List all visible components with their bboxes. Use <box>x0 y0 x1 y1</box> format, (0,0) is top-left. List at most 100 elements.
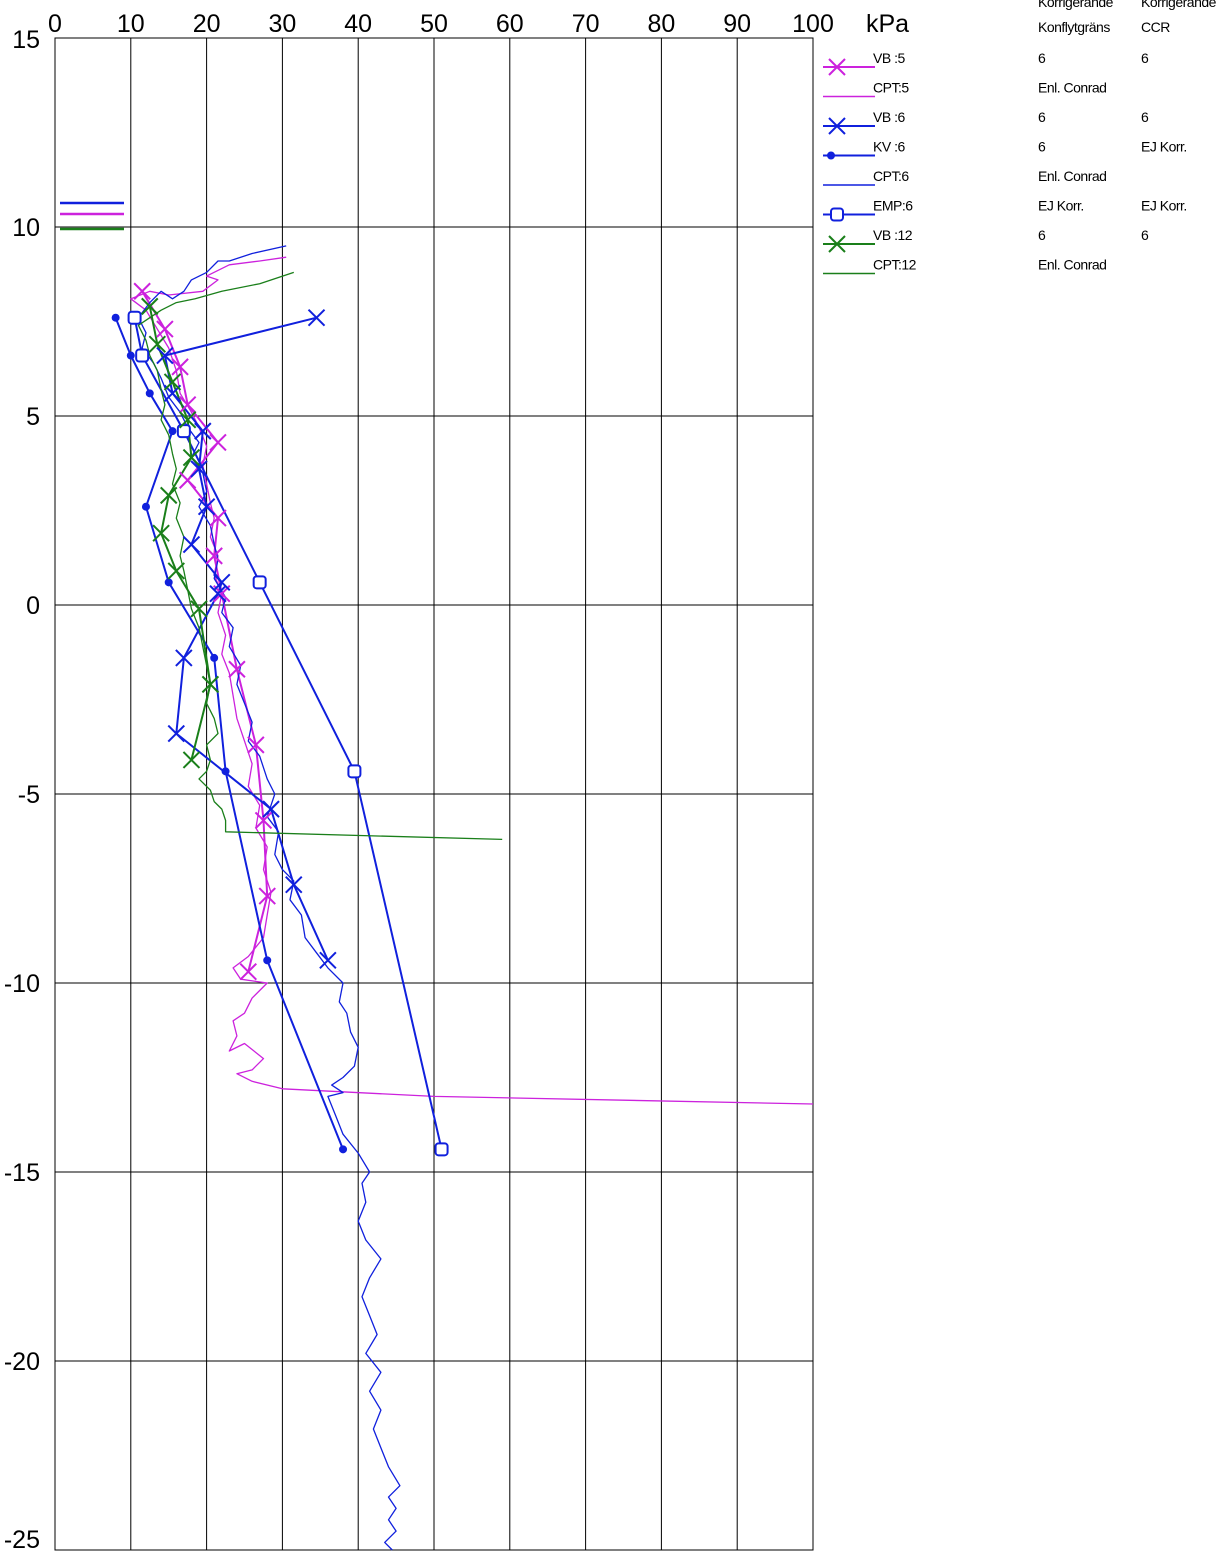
legend-header-col2-line1: Korrigerande <box>1141 0 1217 10</box>
series-point <box>307 309 326 327</box>
series-point <box>152 524 170 542</box>
series-point <box>190 460 208 478</box>
legend-series-name: VB :12 <box>873 227 913 243</box>
series-point <box>205 547 223 565</box>
legend-series-name: CPT:12 <box>873 257 917 273</box>
legend-entry: EMP:6 EJ Korr. EJ Korr. <box>823 198 1187 222</box>
legend-swatch-marker <box>828 235 846 253</box>
y-tick-label: 10 <box>12 214 40 242</box>
y-tick-label: 0 <box>26 592 40 620</box>
series-point <box>213 573 231 592</box>
series-point <box>194 422 212 440</box>
series-point <box>141 502 150 511</box>
legend-col2-value: 6 <box>1141 109 1149 125</box>
series-point <box>210 653 219 662</box>
series-point <box>254 811 273 830</box>
series-point <box>159 486 178 505</box>
series-point <box>163 373 182 391</box>
x-tick-label: 40 <box>344 10 372 38</box>
series-point <box>197 498 216 516</box>
series-point <box>133 282 151 300</box>
y-tick-label: -10 <box>4 970 40 998</box>
legend-series-name: VB :6 <box>873 109 905 125</box>
legend-entry: VB :5 6 6 <box>823 50 1150 76</box>
series-point <box>239 962 257 981</box>
series-point <box>319 951 337 970</box>
y-tick-label: -20 <box>4 1348 40 1376</box>
y-tick-label: 5 <box>26 403 40 431</box>
series-point <box>339 1145 348 1154</box>
series-point <box>176 424 191 439</box>
series-point <box>171 358 189 376</box>
series-point <box>164 578 173 587</box>
legend-col2-value: 6 <box>1141 227 1149 243</box>
legend-swatch-marker <box>827 151 835 160</box>
grid <box>54 37 814 1551</box>
x-tick-label: 30 <box>268 10 296 38</box>
series-point <box>156 346 174 365</box>
legend-entry: VB :6 6 6 <box>823 109 1150 135</box>
y-tick-label: -5 <box>18 781 40 809</box>
series-point <box>178 411 197 429</box>
markers-layer <box>111 282 449 1157</box>
series-point <box>209 584 227 603</box>
series-line-cpt5 <box>130 256 814 1105</box>
x-tick-label: 60 <box>496 10 524 38</box>
x-unit-label: kPa <box>866 10 909 38</box>
x-tick-label: 50 <box>420 10 448 38</box>
y-tick-label: -15 <box>4 1159 40 1187</box>
series-point <box>182 448 201 467</box>
legend-header-col1-line2: Konflytgräns <box>1038 19 1110 35</box>
x-tick-label: 90 <box>723 10 751 38</box>
legend-col1-value: Enl. Conrad <box>1038 257 1106 273</box>
x-tick-label: 80 <box>647 10 675 38</box>
series-point <box>182 535 201 554</box>
series-point <box>135 348 150 363</box>
series-point <box>175 649 193 667</box>
series-point <box>434 1142 449 1157</box>
series-point <box>190 600 208 618</box>
legend-series-name: CPT:5 <box>873 80 909 96</box>
legend: Korrigerande Konflytgräns Korrigerande C… <box>823 0 1217 275</box>
series-point <box>111 313 120 322</box>
series-point <box>167 724 185 743</box>
legend-series-name: EMP:6 <box>873 198 913 214</box>
legend-col1-value: 6 <box>1038 139 1046 155</box>
x-tick-label: 70 <box>572 10 600 38</box>
legend-col1-value: Enl. Conrad <box>1038 168 1106 184</box>
legend-series-name: KV :6 <box>873 139 905 155</box>
x-tick-label: 100 <box>792 10 834 38</box>
series-point <box>178 395 197 414</box>
series-point <box>145 389 154 398</box>
x-tick-label: 20 <box>193 10 221 38</box>
series-point <box>209 433 227 452</box>
legend-swatch-marker <box>828 58 846 76</box>
legend-series-name: CPT:6 <box>873 168 909 184</box>
axis-labels: kPa 0 10 20 30 40 50 60 70 80 90 100151050-5-10-15… <box>4 10 909 1554</box>
legend-entry: CPT:5 Enl. Conrad <box>823 80 1107 98</box>
legend-col2-value: EJ Korr. <box>1141 139 1187 155</box>
series-point <box>127 310 142 325</box>
legend-col1-value: 6 <box>1038 50 1046 66</box>
legend-header-col1-line1: Korrigerande <box>1038 0 1114 10</box>
side-swatches <box>60 201 124 231</box>
legend-col1-value: Enl. Conrad <box>1038 80 1106 96</box>
legend-entry: KV :6 6 EJ Korr. <box>823 139 1187 160</box>
legend-col2-value: EJ Korr. <box>1141 198 1187 214</box>
series-point <box>258 887 276 905</box>
legend-col2-value: 6 <box>1141 50 1149 66</box>
series-point <box>347 764 362 779</box>
legend-col1-value: EJ Korr. <box>1038 198 1084 214</box>
series-line-kv6 <box>114 317 344 1150</box>
series-line-cpt12 <box>137 271 503 841</box>
series-point <box>228 660 246 678</box>
series-line-cpt6 <box>137 245 401 1551</box>
series-line-emp6 <box>133 317 443 1150</box>
y-tick-label: -25 <box>4 1526 40 1552</box>
legend-series-name: VB :5 <box>873 50 905 66</box>
x-tick-label: 10 <box>117 10 145 38</box>
series-point <box>182 751 201 769</box>
series-point <box>201 675 220 694</box>
